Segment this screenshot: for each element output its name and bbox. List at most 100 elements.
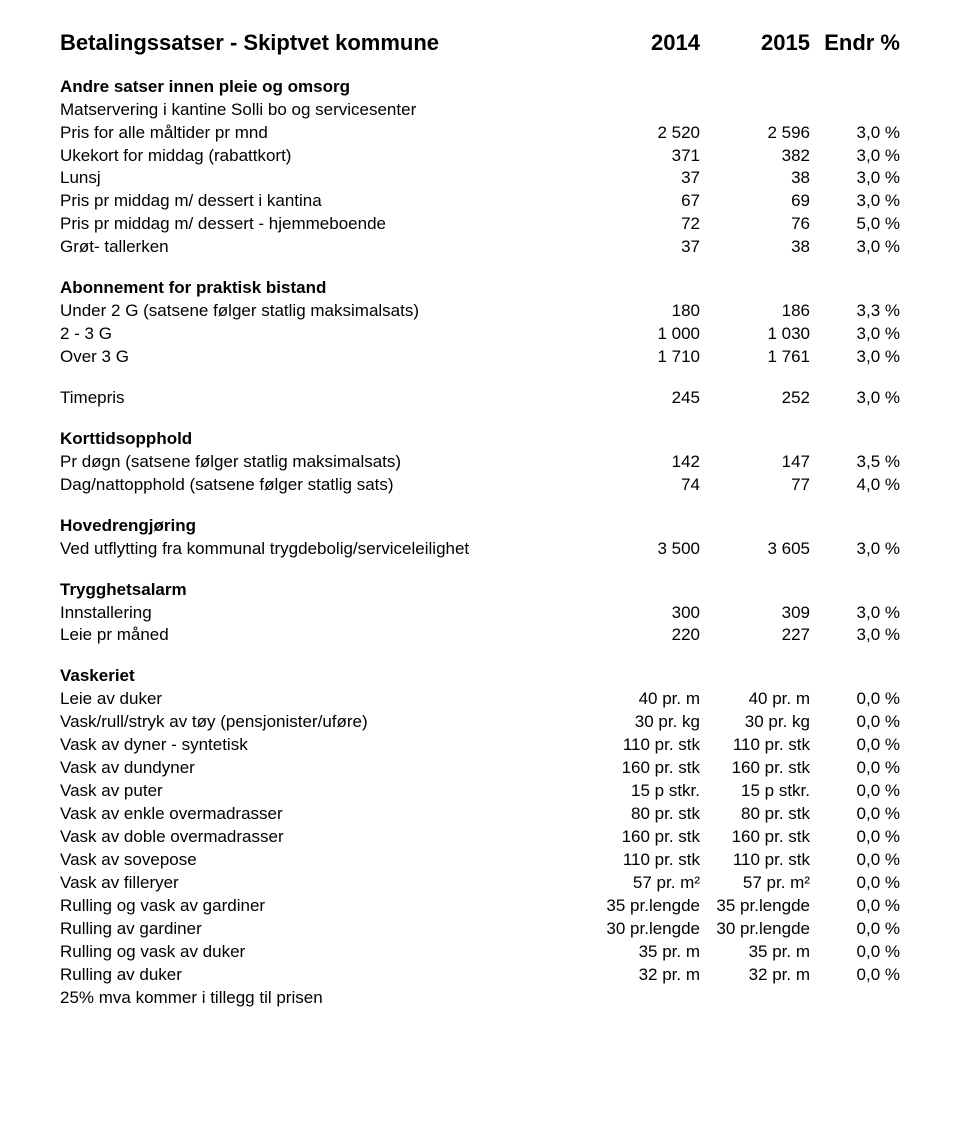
val-2014: 371 bbox=[590, 145, 700, 168]
val-2015: 69 bbox=[700, 190, 810, 213]
val-2014: 300 bbox=[590, 602, 700, 625]
val-endr: 3,0 % bbox=[810, 346, 900, 369]
spacer bbox=[60, 561, 900, 579]
row-label: Matservering i kantine Solli bo og servi… bbox=[60, 99, 590, 122]
val-2015: 35 pr.lengde bbox=[700, 895, 810, 918]
row-label: Under 2 G (satsene følger statlig maksim… bbox=[60, 300, 590, 323]
table-row: Lunsj 37 38 3,0 % bbox=[60, 167, 900, 190]
row-label: Vask av dundyner bbox=[60, 757, 590, 780]
val-2015: 110 pr. stk bbox=[700, 849, 810, 872]
val-2015: 147 bbox=[700, 451, 810, 474]
val-2014: 110 pr. stk bbox=[590, 849, 700, 872]
val-endr: 3,0 % bbox=[810, 323, 900, 346]
val-endr: 3,0 % bbox=[810, 122, 900, 145]
val-2015: 38 bbox=[700, 167, 810, 190]
val-endr: 3,5 % bbox=[810, 451, 900, 474]
val-2015: 2 596 bbox=[700, 122, 810, 145]
val-2015: 77 bbox=[700, 474, 810, 497]
val-endr: 0,0 % bbox=[810, 780, 900, 803]
section-heading: Abonnement for praktisk bistand bbox=[60, 277, 900, 300]
heading-label: Hovedrengjøring bbox=[60, 515, 590, 538]
row-label: Vask av sovepose bbox=[60, 849, 590, 872]
val-endr: 3,3 % bbox=[810, 300, 900, 323]
val-2015: 186 bbox=[700, 300, 810, 323]
spacer bbox=[60, 497, 900, 515]
table-row: Under 2 G (satsene følger statlig maksim… bbox=[60, 300, 900, 323]
val-2014: 110 pr. stk bbox=[590, 734, 700, 757]
val-endr: 5,0 % bbox=[810, 213, 900, 236]
val-2014: 3 500 bbox=[590, 538, 700, 561]
val-2015: 160 pr. stk bbox=[700, 757, 810, 780]
val-2014: 35 pr. m bbox=[590, 941, 700, 964]
val-endr: 3,0 % bbox=[810, 624, 900, 647]
table-row: Pr døgn (satsene følger statlig maksimal… bbox=[60, 451, 900, 474]
row-label: Ukekort for middag (rabattkort) bbox=[60, 145, 590, 168]
val-endr: 3,0 % bbox=[810, 387, 900, 410]
row-label: Pris pr middag m/ dessert i kantina bbox=[60, 190, 590, 213]
val-2014: 57 pr. m² bbox=[590, 872, 700, 895]
val-endr: 0,0 % bbox=[810, 849, 900, 872]
val-endr: 0,0 % bbox=[810, 941, 900, 964]
section-heading: Vaskeriet bbox=[60, 665, 900, 688]
val-endr: 3,0 % bbox=[810, 602, 900, 625]
val-2015: 35 pr. m bbox=[700, 941, 810, 964]
val-2015: 309 bbox=[700, 602, 810, 625]
row-label: 25% mva kommer i tillegg til prisen bbox=[60, 987, 590, 1010]
row-label: Innstallering bbox=[60, 602, 590, 625]
val-2014: 80 pr. stk bbox=[590, 803, 700, 826]
table-row: Ved utflytting fra kommunal trygdebolig/… bbox=[60, 538, 900, 561]
row-label: Lunsj bbox=[60, 167, 590, 190]
table-row: Pris for alle måltider pr mnd 2 520 2 59… bbox=[60, 122, 900, 145]
table-row: Leie pr måned 220 227 3,0 % bbox=[60, 624, 900, 647]
spacer bbox=[60, 410, 900, 428]
val-2014: 180 bbox=[590, 300, 700, 323]
col-2014: 2014 bbox=[590, 28, 700, 58]
row-label: Leie av duker bbox=[60, 688, 590, 711]
val-endr: 0,0 % bbox=[810, 803, 900, 826]
val-2015: 32 pr. m bbox=[700, 964, 810, 987]
val-2015: 160 pr. stk bbox=[700, 826, 810, 849]
val-2015: 1 030 bbox=[700, 323, 810, 346]
row-label: Pris pr middag m/ dessert - hjemmeboende bbox=[60, 213, 590, 236]
table-row: Leie av duker 40 pr. m 40 pr. m 0,0 % bbox=[60, 688, 900, 711]
val-2015: 1 761 bbox=[700, 346, 810, 369]
spacer bbox=[60, 369, 900, 387]
row-label: Rulling av duker bbox=[60, 964, 590, 987]
table-row: Innstallering 300 309 3,0 % bbox=[60, 602, 900, 625]
row-label: Dag/nattopphold (satsene følger statlig … bbox=[60, 474, 590, 497]
val-2014: 67 bbox=[590, 190, 700, 213]
table-row: Vask av filleryer 57 pr. m² 57 pr. m² 0,… bbox=[60, 872, 900, 895]
row-label: Vask/rull/stryk av tøy (pensjonister/ufø… bbox=[60, 711, 590, 734]
val-2014: 35 pr.lengde bbox=[590, 895, 700, 918]
val-endr: 0,0 % bbox=[810, 918, 900, 941]
val-endr: 3,0 % bbox=[810, 236, 900, 259]
val-2015: 57 pr. m² bbox=[700, 872, 810, 895]
heading-label: Andre satser innen pleie og omsorg bbox=[60, 76, 590, 99]
val-2014: 160 pr. stk bbox=[590, 826, 700, 849]
row-label: Rulling og vask av duker bbox=[60, 941, 590, 964]
val-endr: 0,0 % bbox=[810, 826, 900, 849]
val-2014: 74 bbox=[590, 474, 700, 497]
val-endr: 3,0 % bbox=[810, 190, 900, 213]
val-2014: 160 pr. stk bbox=[590, 757, 700, 780]
table-row: Rulling av gardiner 30 pr.lengde 30 pr.l… bbox=[60, 918, 900, 941]
val-2014: 30 pr.lengde bbox=[590, 918, 700, 941]
table-row: Rulling og vask av gardiner 35 pr.lengde… bbox=[60, 895, 900, 918]
title-row: Betalingssatser - Skiptvet kommune 2014 … bbox=[60, 28, 900, 58]
row-label: Pris for alle måltider pr mnd bbox=[60, 122, 590, 145]
val-2014: 2 520 bbox=[590, 122, 700, 145]
table-row: 25% mva kommer i tillegg til prisen bbox=[60, 987, 900, 1010]
row-label: Grøt- tallerken bbox=[60, 236, 590, 259]
val-endr: 0,0 % bbox=[810, 734, 900, 757]
heading-label: Trygghetsalarm bbox=[60, 579, 590, 602]
val-2014: 142 bbox=[590, 451, 700, 474]
row-label: Vask av doble overmadrasser bbox=[60, 826, 590, 849]
val-2015: 30 pr.lengde bbox=[700, 918, 810, 941]
val-2015: 3 605 bbox=[700, 538, 810, 561]
table-row: Vask/rull/stryk av tøy (pensjonister/ufø… bbox=[60, 711, 900, 734]
val-2015: 382 bbox=[700, 145, 810, 168]
val-endr: 3,0 % bbox=[810, 538, 900, 561]
row-label: Ved utflytting fra kommunal trygdebolig/… bbox=[60, 538, 590, 561]
val-2015: 80 pr. stk bbox=[700, 803, 810, 826]
heading-label: Korttidsopphold bbox=[60, 428, 590, 451]
